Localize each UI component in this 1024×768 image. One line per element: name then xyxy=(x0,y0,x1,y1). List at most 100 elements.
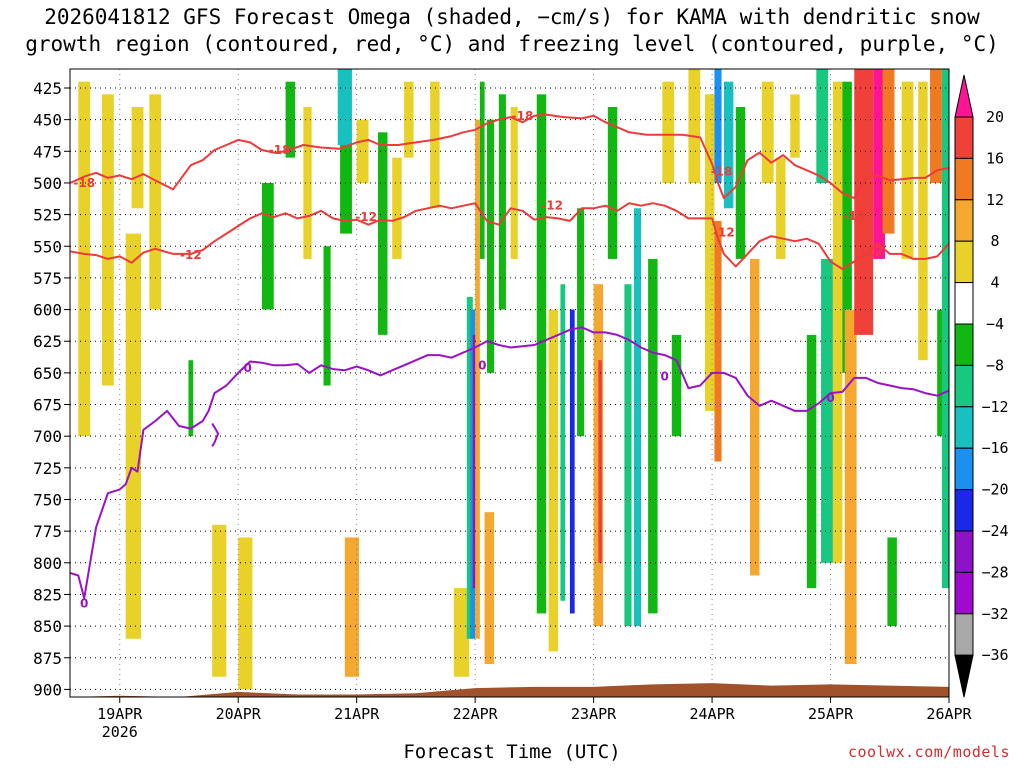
omega-cell xyxy=(844,309,857,665)
contour-label: -18 xyxy=(711,165,733,179)
y-axis: 425 450 475 500 525 550 575 600 625 650 675 700 725 7… xyxy=(33,79,70,699)
contour-label: 0 xyxy=(478,358,486,372)
contour-line xyxy=(69,113,950,200)
colorbar-swatch xyxy=(954,530,974,573)
omega-cell xyxy=(560,284,566,601)
y-tick-label: 850 xyxy=(33,617,62,636)
omega-cell xyxy=(598,360,602,563)
omega-cell xyxy=(842,81,852,373)
colorbar-label: −20 xyxy=(981,481,1008,499)
omega-cell xyxy=(624,284,632,627)
colorbar-swatch xyxy=(954,199,974,242)
colorbar: 20 16 12 8 4 −4 −8 −12 −16 −20 −24 −28 −32 −36 xyxy=(954,74,1009,698)
x-tick-label: 26APR xyxy=(926,705,972,723)
colorbar-swatch xyxy=(954,447,974,491)
y-tick-label: 625 xyxy=(33,332,62,351)
x-tick-label: 19APR xyxy=(97,705,143,723)
omega-cell xyxy=(548,309,559,652)
contour-line xyxy=(211,422,220,447)
x-tick-label: 25APR xyxy=(808,705,854,723)
omega-cell xyxy=(832,81,843,563)
colorbar-top-arrow xyxy=(954,74,974,118)
colorbar-swatch xyxy=(954,282,974,325)
colorbar-swatch xyxy=(954,157,974,201)
y-tick-label: 550 xyxy=(33,237,62,256)
colorbar-label: 12 xyxy=(986,191,1004,209)
contour-label: 0 xyxy=(80,596,88,610)
credit-link[interactable]: coolwx.com/models xyxy=(847,743,1010,761)
terrain xyxy=(70,683,949,697)
contour-label: -12 xyxy=(355,210,377,224)
omega-cell xyxy=(323,246,331,386)
contour-line xyxy=(69,326,950,600)
omega-cell xyxy=(854,69,874,335)
y-tick-label: 825 xyxy=(33,585,62,604)
omega-cell xyxy=(873,69,886,259)
omega-cell xyxy=(149,94,162,310)
omega-cell xyxy=(404,81,414,158)
omega-cell xyxy=(212,524,227,677)
colorbar-label: 4 xyxy=(990,274,999,292)
colorbar-label: −36 xyxy=(981,646,1008,664)
omega-cell xyxy=(466,296,473,639)
colorbar-label: −8 xyxy=(986,356,1004,374)
title-line-1: 2026041812 GFS Forecast Omega (shaded, −… xyxy=(44,5,980,29)
colorbar-swatch xyxy=(954,116,974,159)
omega-cell xyxy=(536,94,547,614)
contour-label: -12 xyxy=(541,199,563,213)
omega-cell xyxy=(303,106,312,259)
x-tick-label: 24APR xyxy=(689,705,735,723)
y-tick-label: 875 xyxy=(33,649,62,668)
colorbar-label: −32 xyxy=(981,605,1008,623)
omega-cell xyxy=(648,258,658,614)
colorbar-swatch xyxy=(954,489,974,532)
colorbar-label: 20 xyxy=(986,108,1004,126)
x-tick-label: 21APR xyxy=(334,705,380,723)
contour-label: 0 xyxy=(826,391,834,405)
colorbar-label: −12 xyxy=(981,398,1008,416)
colorbar-swatch xyxy=(954,613,974,656)
chart-title: 2026041812 GFS Forecast Omega (shaded, −… xyxy=(0,4,1024,58)
omega-cell xyxy=(633,208,641,627)
y-tick-label: 775 xyxy=(33,522,62,541)
omega-cell xyxy=(337,69,352,145)
omega-cell xyxy=(340,144,352,234)
omega-cell xyxy=(392,157,402,259)
colorbar-swatch xyxy=(954,323,974,366)
omega-cell xyxy=(887,537,897,627)
plot-frame xyxy=(69,68,950,698)
omega-shading xyxy=(78,69,949,690)
colorbar-label: −24 xyxy=(981,522,1008,540)
contour-label: 0 xyxy=(244,361,252,375)
y-tick-label: 650 xyxy=(33,364,62,383)
y-tick-label: 425 xyxy=(33,79,62,98)
colorbar-label: −16 xyxy=(981,439,1008,457)
omega-cell xyxy=(101,94,114,386)
omega-cell xyxy=(484,512,495,665)
y-tick-label: 900 xyxy=(33,680,62,699)
omega-cell xyxy=(378,132,388,335)
colorbar-bottom-arrow xyxy=(954,654,974,698)
omega-cell xyxy=(941,69,949,589)
omega-cell xyxy=(577,208,585,437)
y-tick-label: 575 xyxy=(33,269,62,288)
omega-cell xyxy=(78,81,91,437)
omega-cell xyxy=(790,94,800,158)
omega-cell xyxy=(479,81,485,259)
omega-cell xyxy=(723,81,734,209)
x-tick-label: 23APR xyxy=(571,705,617,723)
contour-label: -12 xyxy=(180,248,202,262)
omega-cell xyxy=(901,81,914,259)
omega-cell xyxy=(510,106,518,259)
omega-cell xyxy=(356,119,369,183)
x-tick-label: 22APR xyxy=(453,705,499,723)
colorbar-swatch xyxy=(954,406,974,449)
omega-cell xyxy=(714,69,722,183)
y-tick-label: 675 xyxy=(33,396,62,415)
omega-cell xyxy=(776,157,786,259)
y-tick-label: 450 xyxy=(33,111,62,130)
y-tick-label: 750 xyxy=(33,490,62,509)
contour-label: -18 xyxy=(512,109,534,123)
